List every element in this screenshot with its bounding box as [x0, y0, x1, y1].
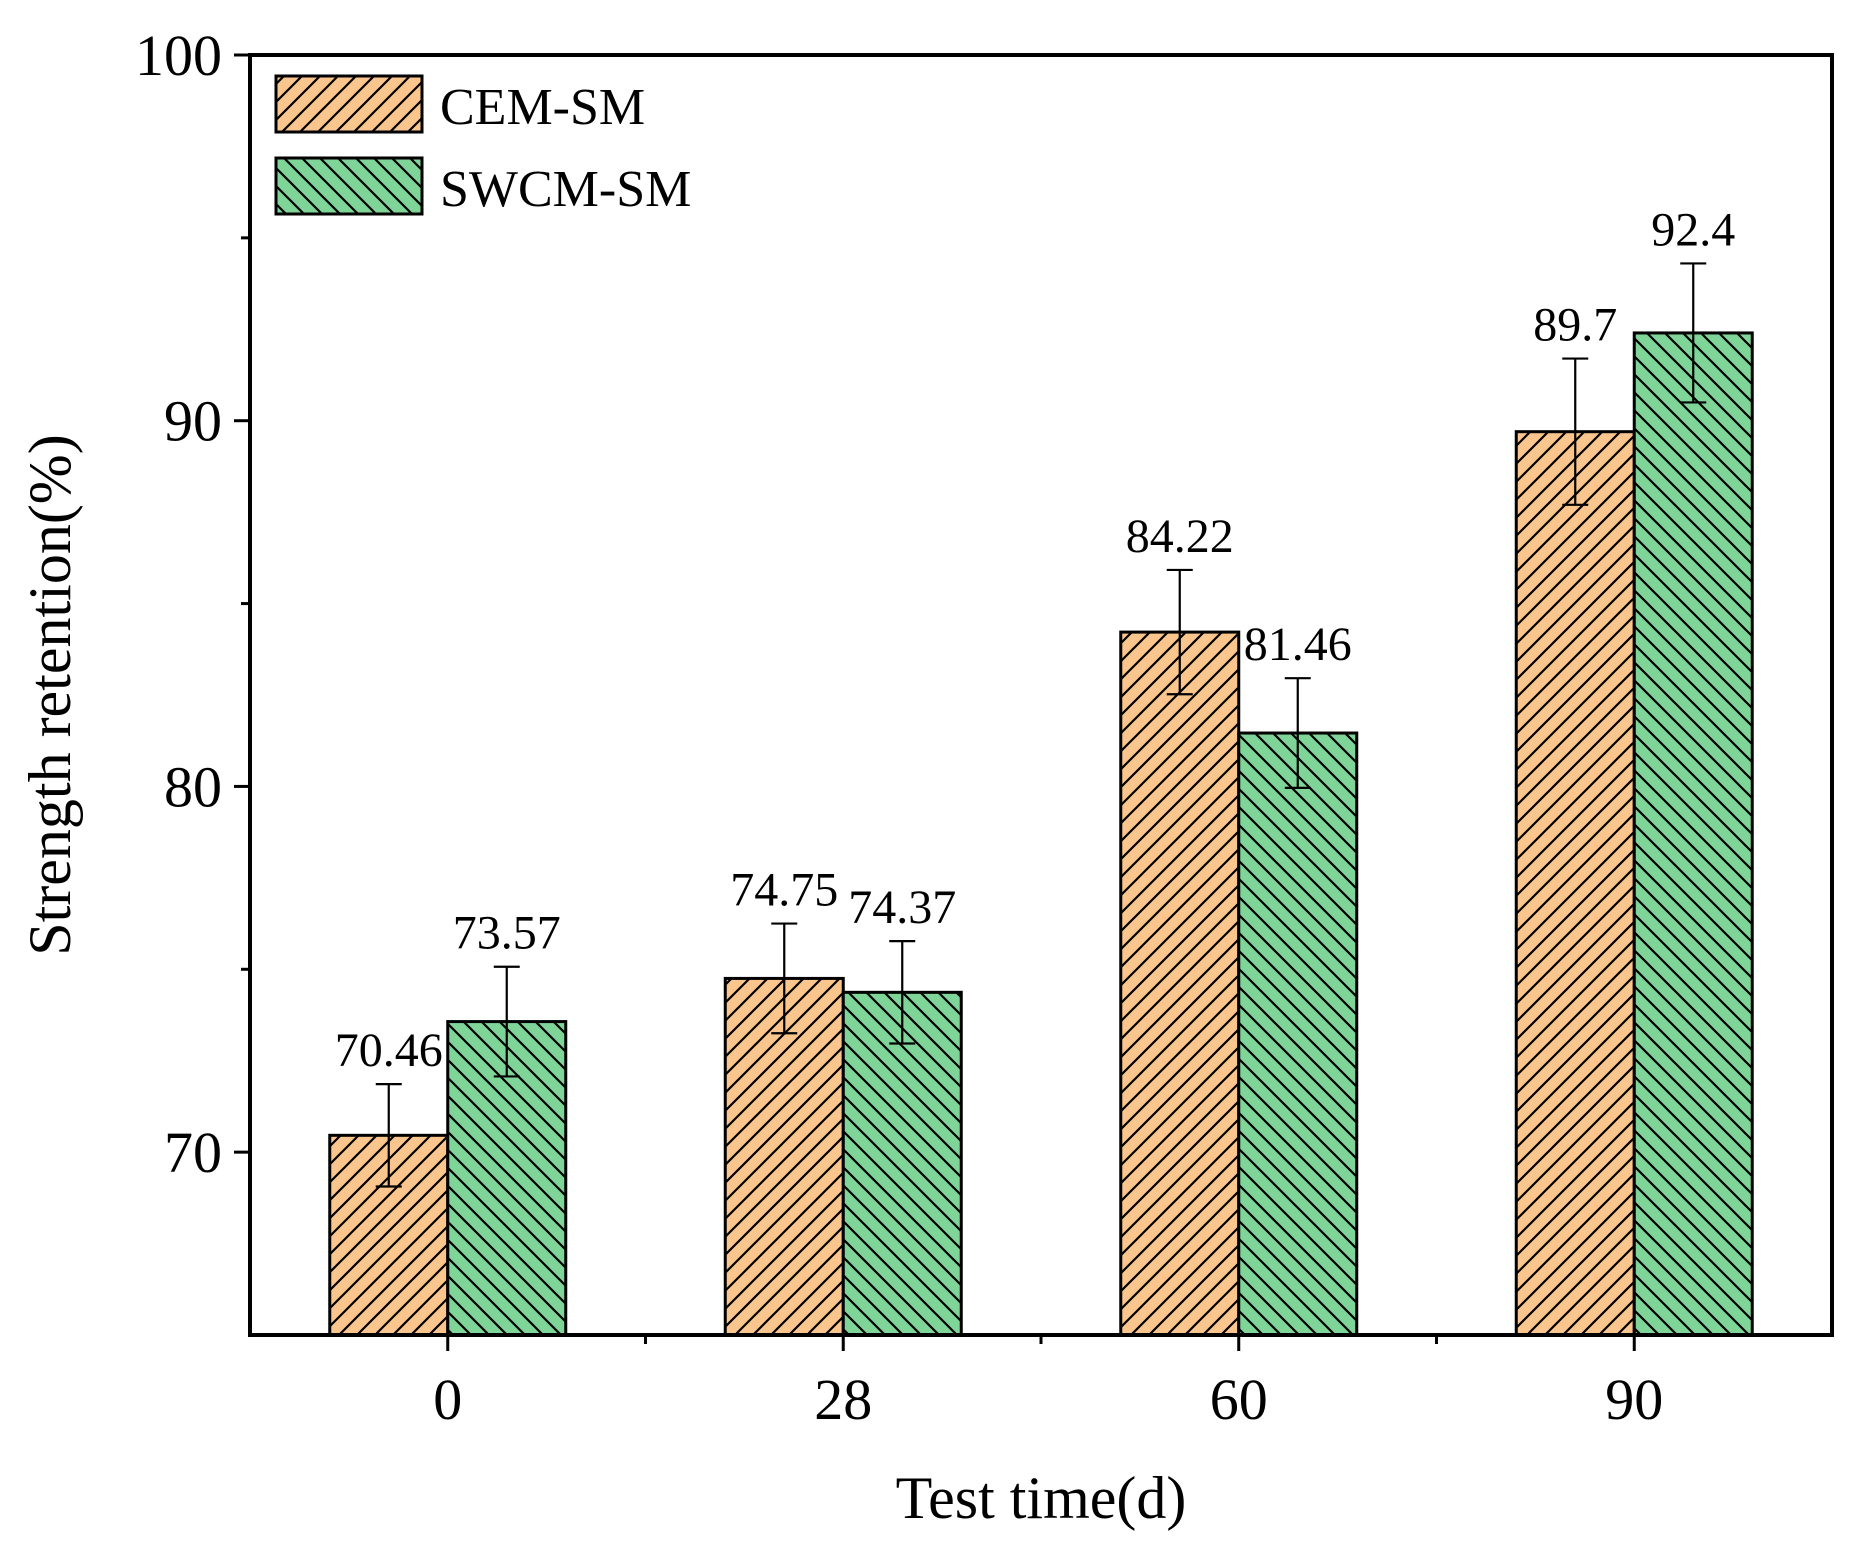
- bar-hatch-cem-sm-90: [1514, 430, 1636, 1337]
- legend-swatch-cem-sm-hatch: [274, 74, 424, 134]
- x-axis-title: Test time(d): [896, 1465, 1187, 1531]
- x-axis: 0 28 60 90: [433, 1335, 1663, 1432]
- legend-label-cem-sm: CEM-SM: [440, 79, 645, 136]
- data-label-swcm-sm-0: 73.57: [453, 907, 561, 960]
- data-labels-layer: 70.46 73.57 74.75 74.37 84.22 81.46 89.7 92.4: [335, 203, 1736, 1077]
- data-label-cem-sm-90: 89.7: [1533, 299, 1617, 352]
- x-tick-label-90: 90: [1605, 1367, 1663, 1432]
- x-tick-label-28: 28: [814, 1367, 872, 1432]
- data-label-swcm-sm-60: 81.46: [1244, 618, 1352, 671]
- y-tick-label-80: 80: [164, 754, 222, 819]
- data-label-cem-sm-28: 74.75: [730, 864, 838, 917]
- y-tick-label-90: 90: [164, 389, 222, 454]
- legend-label-swcm-sm: SWCM-SM: [440, 161, 691, 218]
- legend: CEM-SM SWCM-SM: [274, 74, 691, 218]
- x-tick-label-0: 0: [433, 1367, 462, 1432]
- legend-swatch-swcm-sm-hatch: [274, 156, 424, 216]
- y-axis-title: Strength retention(%): [17, 434, 83, 956]
- y-tick-label-70: 70: [164, 1120, 222, 1185]
- data-label-cem-sm-0: 70.46: [335, 1024, 443, 1077]
- y-axis: 70 80 90 100: [135, 23, 250, 1185]
- x-tick-label-60: 60: [1210, 1367, 1268, 1432]
- data-label-swcm-sm-28: 74.37: [848, 881, 956, 934]
- bar-hatch-swcm-sm-90: [1632, 331, 1754, 1337]
- bars-layer: [328, 331, 1754, 1337]
- bar-hatch-swcm-sm-60: [1237, 731, 1359, 1337]
- data-label-cem-sm-60: 84.22: [1126, 510, 1234, 563]
- y-tick-label-100: 100: [135, 23, 222, 88]
- error-bars-layer: [375, 262, 1707, 1188]
- data-label-swcm-sm-90: 92.4: [1651, 203, 1735, 256]
- bar-hatch-cem-sm-60: [1119, 630, 1241, 1337]
